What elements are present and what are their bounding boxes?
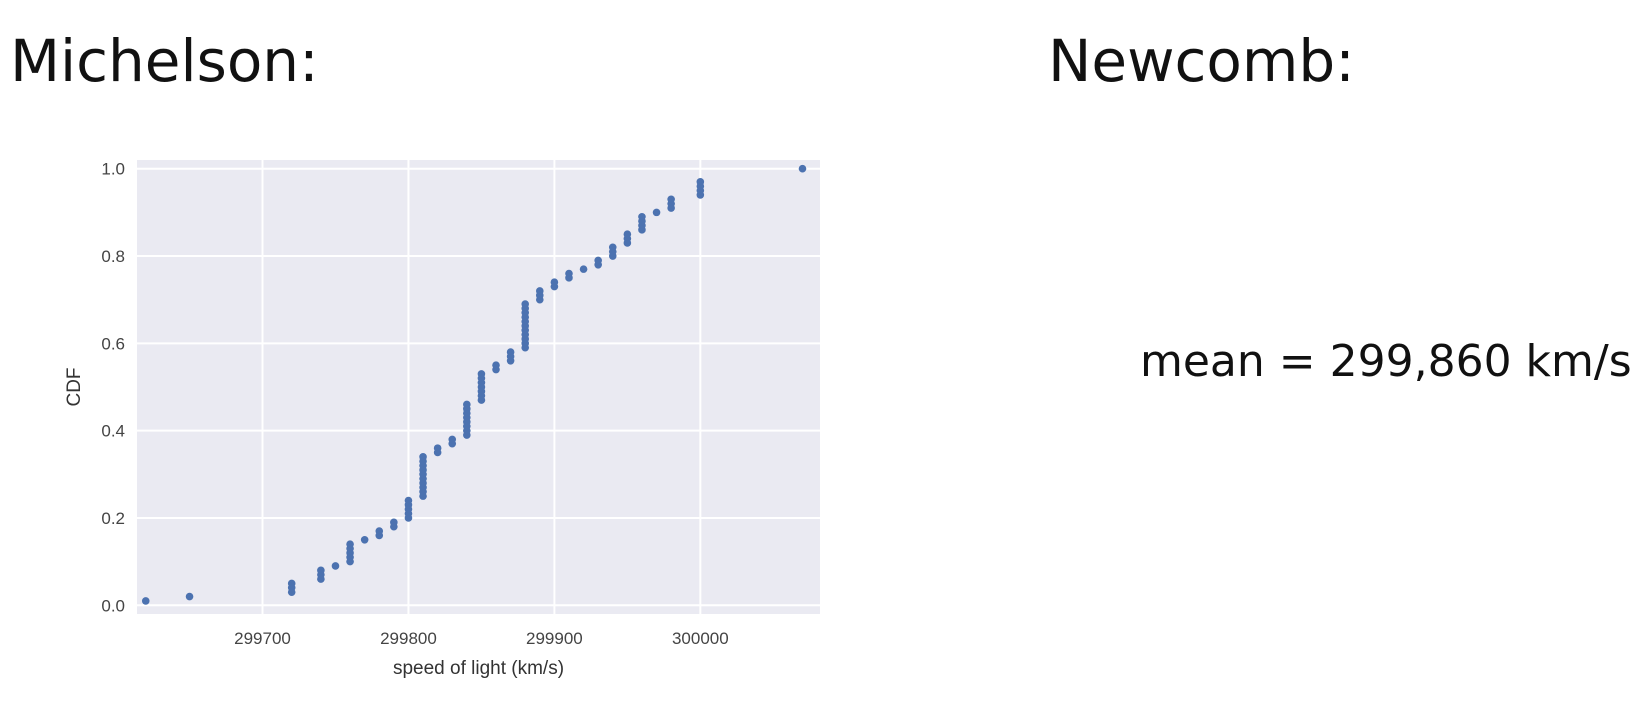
x-tick-label: 299800 xyxy=(380,629,437,648)
newcomb-mean-value: mean = 299,860 km/s xyxy=(1140,336,1632,387)
data-point xyxy=(185,592,194,601)
data-point xyxy=(608,243,617,252)
data-point xyxy=(404,496,413,505)
x-tick-label: 299700 xyxy=(234,629,291,648)
data-point xyxy=(433,444,442,452)
data-point xyxy=(798,164,807,173)
y-tick-label: 0.0 xyxy=(101,596,125,615)
newcomb-heading: Newcomb: xyxy=(1048,27,1355,95)
y-tick-label: 0.2 xyxy=(101,509,125,528)
data-point xyxy=(141,597,150,605)
y-tick-label: 0.4 xyxy=(101,422,125,441)
y-tick-label: 1.0 xyxy=(101,160,125,179)
data-point xyxy=(317,566,325,575)
data-point xyxy=(521,300,530,308)
data-point xyxy=(287,579,296,588)
y-tick-label: 0.6 xyxy=(101,334,125,353)
data-point xyxy=(360,535,369,544)
data-point xyxy=(419,453,427,461)
data-point xyxy=(346,540,354,548)
x-tick-label: 299900 xyxy=(526,629,583,648)
data-point xyxy=(492,361,500,369)
data-point xyxy=(550,278,559,287)
data-point xyxy=(579,265,588,273)
x-axis-label: speed of light (km/s) xyxy=(393,658,564,679)
data-point xyxy=(463,400,471,409)
data-point xyxy=(652,208,661,217)
data-point xyxy=(506,348,515,356)
data-point xyxy=(623,230,632,239)
data-point xyxy=(375,527,384,535)
y-tick-label: 0.8 xyxy=(101,247,125,266)
data-point xyxy=(535,287,544,295)
data-point xyxy=(667,195,675,204)
data-point xyxy=(638,212,646,221)
data-point xyxy=(696,178,705,186)
data-point xyxy=(565,269,573,278)
data-point xyxy=(448,435,457,444)
data-point xyxy=(594,256,602,265)
michelson-heading: Michelson: xyxy=(10,27,319,95)
data-point xyxy=(390,518,398,527)
y-axis-label: CDF xyxy=(64,367,85,406)
x-tick-label: 300000 xyxy=(672,629,729,648)
data-point xyxy=(477,370,486,378)
data-point xyxy=(331,562,340,570)
